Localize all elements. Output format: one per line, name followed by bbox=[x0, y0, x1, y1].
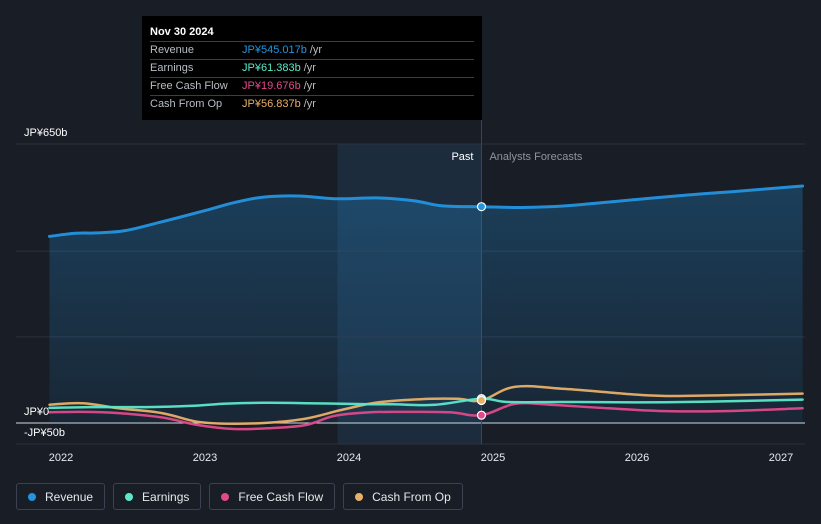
marker-free-cash-flow bbox=[476, 410, 487, 420]
tooltip-row-unit: /yr bbox=[303, 98, 316, 110]
legend-item-revenue[interactable]: Revenue bbox=[16, 483, 106, 510]
tooltip-row-unit: /yr bbox=[303, 80, 316, 92]
legend-item-cash-from-op[interactable]: Cash From Op bbox=[343, 483, 463, 510]
legend-label: Earnings bbox=[142, 489, 190, 504]
series-line-earnings bbox=[48, 397, 804, 410]
x-tick-label: 2026 bbox=[625, 452, 649, 464]
tooltip-row-label: Earnings bbox=[150, 62, 194, 74]
legend-dot-icon bbox=[221, 492, 230, 501]
tooltip-row-value: JP¥56.837b bbox=[242, 98, 301, 110]
marker-revenue bbox=[476, 202, 487, 212]
legend-label: Revenue bbox=[45, 489, 94, 504]
series-line-cash-from-op bbox=[48, 384, 804, 426]
legend-item-earnings[interactable]: Earnings bbox=[113, 483, 202, 510]
series-line-free-cash-flow bbox=[48, 401, 804, 431]
y-axis-label: JP¥650b bbox=[24, 127, 67, 139]
x-tick-label: 2025 bbox=[481, 452, 505, 464]
tooltip-row-value: JP¥545.017b bbox=[242, 44, 307, 56]
legend-label: Cash From Op bbox=[372, 489, 451, 504]
tooltip-row-label: Cash From Op bbox=[150, 98, 223, 110]
tooltip-row-unit: /yr bbox=[309, 44, 323, 56]
legend-item-free-cash-flow[interactable]: Free Cash Flow bbox=[209, 483, 336, 510]
tooltip-row-cash-from-op: Cash From Op JP¥56.837b/yr bbox=[150, 95, 474, 113]
legend-dot-icon bbox=[125, 492, 134, 501]
y-axis-label: -JP¥50b bbox=[24, 427, 65, 439]
tooltip-row-free-cash-flow: Free Cash Flow JP¥19.676b/yr bbox=[150, 77, 474, 95]
legend-label: Free Cash Flow bbox=[238, 489, 324, 504]
legend-dot-icon bbox=[355, 492, 364, 501]
revenue-area-fill bbox=[49, 186, 803, 423]
legend: Revenue Earnings Free Cash Flow Cash From O… bbox=[16, 483, 463, 510]
tooltip-date: Nov 30 2024 bbox=[150, 26, 214, 38]
y-axis-label: JP¥0 bbox=[24, 406, 49, 418]
x-tick-label: 2022 bbox=[49, 452, 73, 464]
tooltip-row-unit: /yr bbox=[303, 62, 316, 74]
x-tick-label: 2027 bbox=[769, 452, 793, 464]
tooltip-row-label: Free Cash Flow bbox=[150, 80, 228, 92]
past-label: Past bbox=[451, 151, 473, 163]
tooltip-row-earnings: Earnings JP¥61.383b/yr bbox=[150, 59, 474, 77]
marker-cash-from-op bbox=[476, 395, 487, 406]
tooltip: Nov 30 2024 Revenue JP¥545.017b/yr Earning… bbox=[142, 16, 482, 120]
tooltip-row-revenue: Revenue JP¥545.017b/yr bbox=[150, 41, 474, 59]
x-tick-label: 2023 bbox=[193, 452, 217, 464]
series-line-revenue bbox=[48, 184, 805, 238]
tooltip-row-label: Revenue bbox=[150, 44, 195, 56]
x-tick-label: 2024 bbox=[337, 452, 361, 464]
tooltip-row-value: JP¥61.383b bbox=[242, 62, 301, 74]
tooltip-row-value: JP¥19.676b bbox=[242, 80, 301, 92]
forecast-label: Analysts Forecasts bbox=[489, 151, 582, 163]
legend-dot-icon bbox=[28, 492, 36, 501]
